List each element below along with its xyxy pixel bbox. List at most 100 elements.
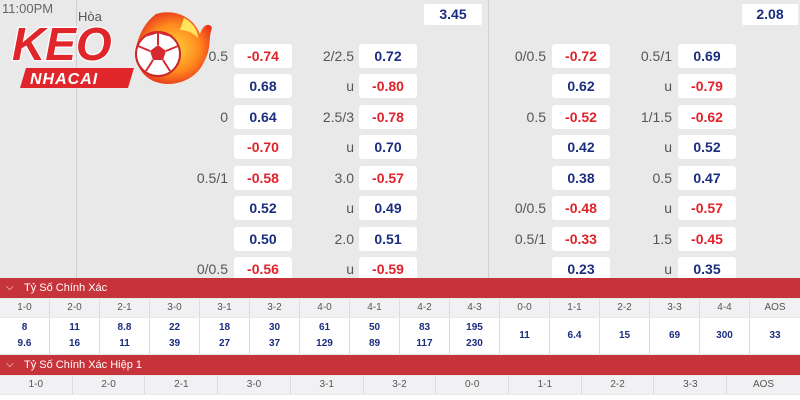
ou-line-label: 0.5	[652, 170, 672, 186]
score-odds-cell[interactable]: 6.4	[550, 318, 600, 354]
score-label: 3-2	[250, 299, 300, 317]
odds-button[interactable]: -0.58	[234, 166, 292, 190]
odds-button[interactable]: -0.57	[678, 196, 736, 220]
score-label: 4-4	[700, 299, 750, 317]
score-label: 2-1	[100, 299, 150, 317]
odds-button[interactable]: -0.45	[678, 227, 736, 251]
score-odds-cell[interactable]: 11	[500, 318, 550, 354]
score-label: 2-0	[73, 376, 146, 394]
score-label: 1-1	[509, 376, 582, 394]
handicap-line-label: 0	[220, 109, 228, 125]
section-title: Tỷ Số Chính Xác Hiệp 1	[24, 359, 143, 371]
draw-label: Hòa	[78, 9, 102, 24]
score-label: 4-3	[450, 299, 500, 317]
ou-under-label: u	[664, 200, 672, 216]
odds-button[interactable]: 0.68	[234, 74, 292, 98]
draw-odds-right[interactable]: 2.08	[742, 4, 798, 25]
correct-score-h1-header-row: 1-0 2-0 2-1 3-0 3-1 3-2 0-0 1-1 2-2 3-3 AOS	[0, 376, 800, 394]
odds-button[interactable]: 0.51	[359, 227, 417, 251]
score-odds-cell[interactable]: 18 27	[200, 318, 250, 354]
score-label: 3-3	[650, 299, 700, 317]
score-odds-cell[interactable]: 50 89	[350, 318, 400, 354]
score-label: 1-0	[0, 376, 73, 394]
ou-under-label: u	[346, 200, 354, 216]
odds-button[interactable]: 0.72	[359, 44, 417, 68]
score-label: 2-1	[145, 376, 219, 394]
score-label: 2-2	[582, 376, 655, 394]
correct-score-values-row: 8 9.6 11 16 8.8 11 22 39 18 27 30 37 61 129 50 89 83 117 1…	[0, 318, 800, 354]
odds-button[interactable]: -0.74	[234, 44, 292, 68]
odds-button[interactable]: -0.59	[359, 257, 417, 281]
odds-button[interactable]: -0.56	[234, 257, 292, 281]
odds-button[interactable]: -0.62	[678, 105, 736, 129]
score-odds-cell[interactable]: 83 117	[400, 318, 450, 354]
odds-button[interactable]: -0.48	[552, 196, 610, 220]
score-label: 3-1	[291, 376, 364, 394]
score-odds-cell[interactable]: 33	[750, 318, 800, 354]
odds-button[interactable]: -0.78	[359, 105, 417, 129]
ou-under-label: u	[664, 139, 672, 155]
odds-button[interactable]: -0.80	[359, 74, 417, 98]
score-odds-cell[interactable]: 300	[700, 318, 750, 354]
score-label: 3-0	[150, 299, 200, 317]
score-label: 4-1	[350, 299, 400, 317]
odds-button[interactable]: 0.38	[552, 166, 610, 190]
score-odds-cell[interactable]: 8.8 11	[100, 318, 150, 354]
logo-text-nhacai: NHACAI	[30, 71, 98, 88]
odds-button[interactable]: 0.52	[678, 135, 736, 159]
odds-button[interactable]: 0.23	[552, 257, 610, 281]
score-odds-cell[interactable]: 30 37	[250, 318, 300, 354]
score-odds-value: 11	[69, 322, 80, 333]
score-odds-cell[interactable]: 61 129	[300, 318, 350, 354]
score-odds-value: 16	[68, 338, 81, 349]
odds-button[interactable]: 0.50	[234, 227, 292, 251]
column-divider	[76, 0, 77, 278]
score-odds-value: 300	[716, 330, 733, 341]
score-label: 3-2	[364, 376, 437, 394]
odds-button[interactable]: 0.69	[678, 44, 736, 68]
odds-button[interactable]: -0.33	[552, 227, 610, 251]
ou-line-label: 3.0	[334, 170, 354, 186]
odds-button[interactable]: 0.42	[552, 135, 610, 159]
section-title: Tỷ Số Chính Xác	[24, 282, 108, 294]
score-odds-cell[interactable]: 8 9.6	[0, 318, 50, 354]
ou-line-label: 1/1.5	[640, 109, 672, 125]
keonhacai-logo: KEO NHACAI	[11, 12, 212, 88]
score-odds-value: 39	[168, 338, 181, 349]
handicap-line-label: 0/0.5	[196, 261, 228, 277]
score-label: 1-0	[0, 299, 50, 317]
score-odds-value: 8	[21, 322, 28, 333]
odds-button[interactable]: 0.70	[359, 135, 417, 159]
handicap-line-label: 0.5	[208, 48, 228, 64]
score-odds-cell[interactable]: 22 39	[150, 318, 200, 354]
correct-score-header[interactable]: ⌵ Tỷ Số Chính Xác	[0, 278, 800, 298]
odds-button[interactable]: 0.47	[678, 166, 736, 190]
odds-button[interactable]: -0.57	[359, 166, 417, 190]
chevron-down-icon: ⌵	[6, 282, 14, 293]
score-odds-value: 6.4	[567, 330, 582, 341]
ou-line-label: 2.0	[334, 231, 354, 247]
draw-odds-left[interactable]: 3.45	[424, 4, 482, 25]
score-odds-value: 69	[668, 330, 681, 341]
score-label: 3-3	[654, 376, 728, 394]
score-odds-cell[interactable]: 11 16	[50, 318, 100, 354]
score-odds-value: 30	[268, 322, 281, 333]
score-label: 0-0	[500, 299, 550, 317]
odds-button[interactable]: -0.70	[234, 135, 292, 159]
score-odds-cell[interactable]: 195 230	[450, 318, 500, 354]
score-label: 4-2	[400, 299, 450, 317]
odds-button[interactable]: -0.79	[678, 74, 736, 98]
odds-button[interactable]: 0.49	[359, 196, 417, 220]
odds-button[interactable]: -0.72	[552, 44, 610, 68]
score-odds-value: 8.8	[117, 322, 132, 333]
odds-button[interactable]: 0.35	[678, 257, 736, 281]
chevron-down-icon: ⌵	[6, 359, 14, 370]
correct-score-h1-values-row	[0, 395, 800, 400]
odds-button[interactable]: 0.52	[234, 196, 292, 220]
correct-score-h1-header[interactable]: ⌵ Tỷ Số Chính Xác Hiệp 1	[0, 355, 800, 375]
odds-button[interactable]: -0.52	[552, 105, 610, 129]
odds-button[interactable]: 0.62	[552, 74, 610, 98]
score-odds-cell[interactable]: 15	[600, 318, 650, 354]
score-odds-cell[interactable]: 69	[650, 318, 700, 354]
odds-button[interactable]: 0.64	[234, 105, 292, 129]
